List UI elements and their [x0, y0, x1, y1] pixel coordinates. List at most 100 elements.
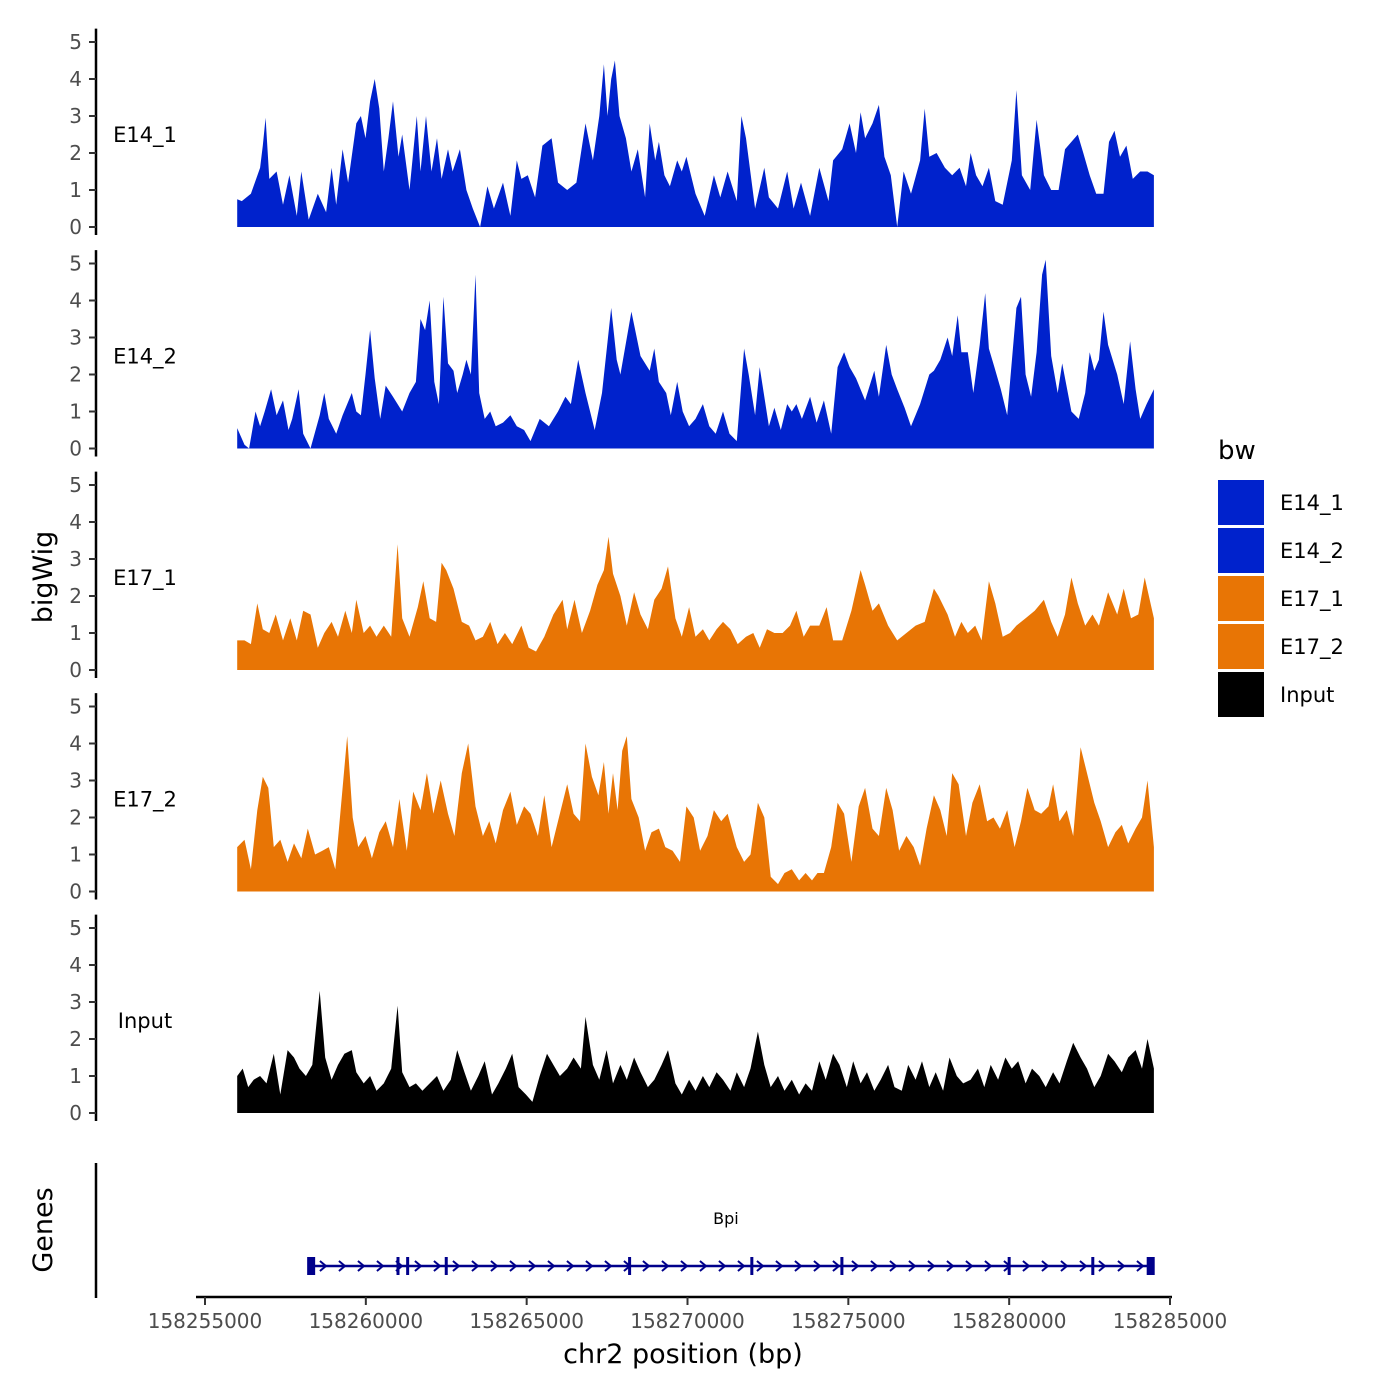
strand-arrow-icon: [889, 1260, 898, 1272]
track-label: E17_2: [113, 788, 177, 813]
exon: [1091, 1257, 1095, 1275]
legend: bw E14_1 E14_2 E17_1 E17_2 Input: [1218, 436, 1344, 717]
track-area-e14_2: [237, 259, 1154, 449]
strand-arrow-icon: [452, 1260, 461, 1272]
y-tick-label: 3: [69, 104, 82, 128]
y-tick-label: 4: [69, 289, 82, 313]
strand-arrow-icon: [1136, 1260, 1145, 1272]
bigwig-panels: 0 1 2 3 4 5 E14_1 0 1 2 3 4 5 E14_2 0 1 2 3 4 5 E17_1 0 1 2 3 4 5 E…: [69, 28, 1154, 1125]
strand-arrow-icon: [870, 1260, 879, 1272]
strand-arrow-icon: [528, 1260, 537, 1272]
strand-arrow-icon: [965, 1260, 974, 1272]
y-tick-label: 0: [69, 880, 82, 904]
track-label: E17_1: [113, 566, 177, 591]
y-tick-label: 2: [69, 1027, 82, 1051]
strand-arrow-icon: [585, 1260, 594, 1272]
strand-arrow-icon: [319, 1260, 328, 1272]
legend-label: Input: [1280, 683, 1334, 707]
strand-arrow-icon: [1060, 1260, 1069, 1272]
exon: [1007, 1257, 1011, 1275]
strand-arrow-icon: [756, 1260, 765, 1272]
y-tick-label: 3: [69, 326, 82, 350]
track-panel-e14_1: 0 1 2 3 4 5 E14_1: [69, 28, 1154, 239]
strand-arrow-icon: [794, 1260, 803, 1272]
y-tick-label: 4: [69, 510, 82, 534]
x-tick-label: 158270000: [630, 1309, 745, 1333]
strand-arrow-icon: [946, 1260, 955, 1272]
track-panel-input: 0 1 2 3 4 5 Input: [69, 914, 1154, 1125]
x-tick-label: 158255000: [148, 1309, 263, 1333]
strand-arrow-icon: [547, 1260, 556, 1272]
y-tick-label: 0: [69, 658, 82, 682]
y-tick-label: 0: [69, 437, 82, 461]
x-tick-label: 158260000: [309, 1309, 424, 1333]
strand-arrow-icon: [433, 1260, 442, 1272]
y-tick-label: 1: [69, 178, 82, 202]
track-label: E14_1: [113, 123, 177, 148]
strand-arrow-icon: [680, 1260, 689, 1272]
x-axis: 158255000 158260000 158265000 158270000 1582…: [148, 1295, 1228, 1370]
legend-swatch-e17_2: [1218, 624, 1264, 669]
y-tick-label: 5: [69, 695, 82, 719]
strand-arrow-icon: [984, 1260, 993, 1272]
strand-arrow-icon: [775, 1260, 784, 1272]
strand-arrow-icon: [566, 1260, 575, 1272]
strand-arrow-icon: [661, 1260, 670, 1272]
y-tick-label: 3: [69, 769, 82, 793]
strand-arrow-icon: [1117, 1260, 1126, 1272]
x-tick-label: 158275000: [791, 1309, 906, 1333]
exon: [1146, 1257, 1155, 1275]
y-tick-label: 2: [69, 584, 82, 608]
y-tick-label: 2: [69, 363, 82, 387]
strand-arrow-icon: [338, 1260, 347, 1272]
strand-arrow-icon: [471, 1260, 480, 1272]
y-tick-label: 1: [69, 400, 82, 424]
y-tick-label: 5: [69, 30, 82, 54]
legend-swatch-e14_1: [1218, 480, 1264, 525]
legend-swatch-e14_2: [1218, 528, 1264, 573]
y-tick-label: 1: [69, 621, 82, 645]
strand-arrow-icon: [699, 1260, 708, 1272]
y-tick-label: 3: [69, 547, 82, 571]
strand-arrow-icon: [376, 1260, 385, 1272]
strand-arrow-icon: [509, 1260, 518, 1272]
y-tick-label: 5: [69, 252, 82, 276]
y-tick-label: 2: [69, 806, 82, 830]
legend-title: bw: [1218, 436, 1256, 466]
gene-models: Bpi: [307, 1209, 1155, 1275]
legend-label: E14_1: [1280, 491, 1344, 516]
x-tick-label: 158285000: [1113, 1309, 1228, 1333]
strand-arrow-icon: [1041, 1260, 1050, 1272]
exon: [750, 1257, 754, 1275]
y-tick-label: 1: [69, 843, 82, 867]
y-tick-label: 2: [69, 141, 82, 165]
strand-arrow-icon: [718, 1260, 727, 1272]
track-panel-e17_1: 0 1 2 3 4 5 E17_1: [69, 471, 1154, 682]
strand-arrow-icon: [1079, 1260, 1088, 1272]
y-tick-label: 4: [69, 732, 82, 756]
legend-label: E17_1: [1280, 587, 1344, 612]
track-label: Input: [118, 1009, 172, 1033]
track-area-e17_2: [237, 736, 1154, 892]
exon: [406, 1257, 410, 1275]
y-tick-label: 1: [69, 1064, 82, 1088]
exon: [307, 1257, 316, 1275]
exon: [840, 1257, 844, 1275]
strand-arrow-icon: [642, 1260, 651, 1272]
genes-panel-title: Genes: [28, 1187, 59, 1272]
track-panel-e14_2: 0 1 2 3 4 5 E14_2: [69, 250, 1154, 461]
y-tick-label: 0: [69, 215, 82, 239]
x-ticks: 158255000 158260000 158265000 158270000 1582…: [148, 1297, 1228, 1333]
y-tick-label: 4: [69, 67, 82, 91]
track-area-e17_1: [237, 536, 1154, 670]
y-axis-title: bigWig: [28, 531, 59, 624]
legend-label: E17_2: [1280, 635, 1344, 660]
legend-items: E14_1 E14_2 E17_1 E17_2 Input: [1218, 480, 1344, 717]
track-label: E14_2: [113, 345, 177, 370]
y-tick-label: 5: [69, 916, 82, 940]
x-axis-title: chr2 position (bp): [563, 1339, 803, 1370]
x-tick-label: 158265000: [469, 1309, 584, 1333]
strand-arrow-icon: [908, 1260, 917, 1272]
legend-label: E14_2: [1280, 539, 1344, 564]
